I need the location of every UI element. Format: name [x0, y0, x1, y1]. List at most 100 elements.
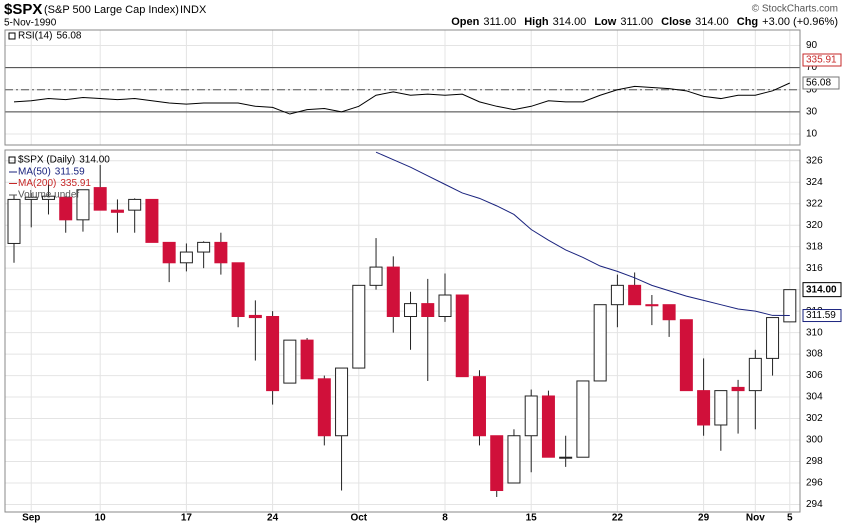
- y-tick-label: 300: [806, 435, 823, 446]
- rsi-legend-name: RSI(14): [18, 31, 52, 42]
- symbol: $SPX: [4, 1, 42, 18]
- quote-value: 311.00: [483, 16, 516, 28]
- quote-label: Open: [451, 16, 479, 28]
- ma-line: [375, 151, 790, 317]
- candle-body: [490, 435, 504, 492]
- candle-body: [162, 241, 176, 264]
- candle-body: [662, 304, 676, 321]
- x-tick-label: Nov: [746, 513, 765, 524]
- candle-body: [93, 187, 107, 211]
- y-tick-label: 316: [806, 263, 823, 274]
- x-tick-label: 8: [442, 513, 448, 524]
- x-tick-label: 29: [698, 513, 710, 524]
- price-legend-value: 314.00: [79, 155, 110, 166]
- y-tick-label: 10: [806, 129, 818, 140]
- candle-body: [524, 395, 538, 437]
- candle-body: [438, 294, 452, 317]
- panel-border: [4, 29, 801, 146]
- candle-body: [41, 195, 55, 200]
- candle-body: [645, 304, 659, 307]
- candle-body: [59, 196, 73, 221]
- y-tick-label: 326: [806, 155, 823, 166]
- candle-body: [369, 266, 383, 286]
- candle-body: [128, 198, 142, 211]
- candles: [7, 151, 797, 497]
- y-tick-label: 296: [806, 478, 823, 489]
- candle-body: [748, 357, 762, 392]
- candle-body: [697, 390, 711, 426]
- candle-body: [386, 266, 400, 317]
- candle-body: [352, 284, 366, 369]
- rsi-tag-label: 56.08: [806, 78, 831, 89]
- candle-body: [248, 314, 262, 319]
- legend-name: Volume undef: [18, 190, 79, 201]
- candle-body: [766, 317, 780, 359]
- ma200-tag: [802, 53, 842, 67]
- candle-body: [283, 339, 297, 384]
- candle-body: [507, 435, 521, 484]
- quote-value: +3.00 (+0.96%): [762, 16, 838, 28]
- candle-body: [472, 376, 486, 437]
- panel-border: [4, 149, 801, 513]
- index-name: (S&P 500 Large Cap Index): [44, 4, 179, 16]
- rsi-legend-value: 56.08: [56, 31, 81, 42]
- x-tick-label: 22: [612, 513, 624, 524]
- candle-body: [421, 303, 435, 317]
- legend-icon: [8, 156, 16, 164]
- y-tick-label: 50: [806, 84, 818, 95]
- candle-body: [231, 262, 245, 317]
- candle-body: [214, 241, 228, 264]
- y-tick-label: 324: [806, 177, 823, 188]
- y-tick-label: 30: [806, 106, 818, 117]
- price-legend-name: $SPX (Daily): [18, 155, 75, 166]
- quote-label: Low: [594, 16, 616, 28]
- y-tick-label: 90: [806, 40, 818, 51]
- y-tick-label: 306: [806, 370, 823, 381]
- credit: © StockCharts.com: [752, 4, 838, 15]
- candle-body: [628, 284, 642, 306]
- y-tick-label: 318: [806, 241, 823, 252]
- x-tick-label: Sep: [22, 513, 40, 524]
- rsi-tag: [802, 76, 840, 90]
- y-tick-label: 302: [806, 413, 823, 424]
- quote-label: Chg: [737, 16, 758, 28]
- x-tick-label: 15: [526, 513, 538, 524]
- candle-body: [335, 367, 349, 437]
- candle-body: [576, 380, 590, 458]
- ma200-tag-label: 335.91: [806, 55, 837, 66]
- candle-body: [266, 315, 280, 392]
- date: 5-Nov-1990: [4, 18, 57, 29]
- quote-label: High: [524, 16, 549, 28]
- candle-body: [317, 378, 331, 437]
- x-tick-label: 24: [267, 513, 279, 524]
- candle-body: [731, 386, 745, 392]
- candle-body: [110, 209, 124, 213]
- candle-body: [783, 289, 797, 323]
- candle-body: [179, 251, 193, 264]
- candle-body: [610, 284, 624, 306]
- y-tick-label: 298: [806, 456, 823, 467]
- candle-body: [541, 395, 555, 458]
- candle-body: [455, 294, 469, 378]
- candle-body: [197, 241, 211, 253]
- legend-name: MA(50): [18, 167, 51, 178]
- candle-body: [559, 456, 573, 459]
- x-tick-label: 17: [181, 513, 193, 524]
- legend-value: 335.91: [60, 178, 91, 189]
- quote-value: 314.00: [553, 16, 587, 28]
- candle-body: [300, 339, 314, 380]
- legend-value: 311.59: [55, 167, 85, 178]
- y-tick-label: 310: [806, 327, 823, 338]
- legend-icon: [8, 32, 16, 40]
- exchange: INDX: [180, 4, 207, 16]
- x-tick-label: 5: [787, 513, 793, 524]
- candle-body: [7, 198, 21, 244]
- candle-body: [404, 303, 418, 317]
- x-tick-label: Oct: [350, 513, 367, 524]
- close-tag: [802, 282, 842, 298]
- y-tick-label: 308: [806, 349, 823, 360]
- ma-tag-label: 311.59: [806, 310, 836, 321]
- y-tick-label: 70: [806, 62, 818, 73]
- x-tick-label: 10: [95, 513, 107, 524]
- y-tick-label: 320: [806, 220, 823, 231]
